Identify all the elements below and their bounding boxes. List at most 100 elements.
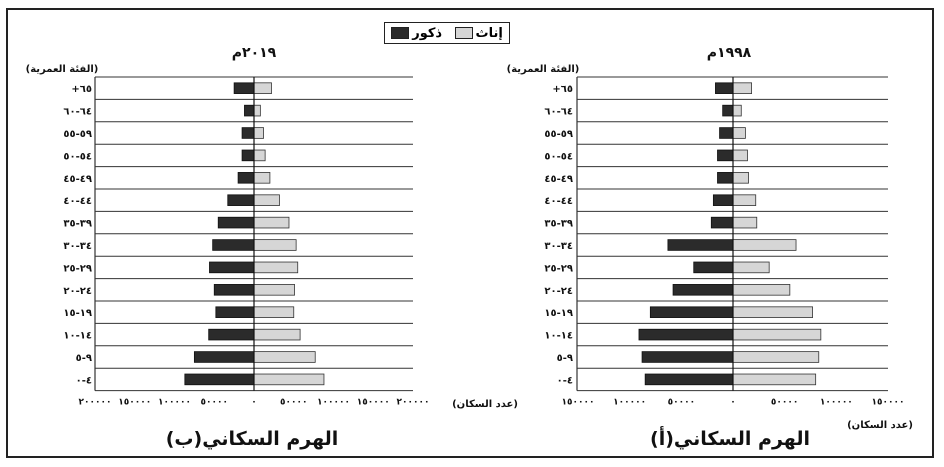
pyr2-tick-label: ٠ xyxy=(730,398,736,408)
pyr1-age-label: ٥٤-٥٠ xyxy=(63,151,92,162)
pyr1-tick-label: ١٥٠٠٠٠ xyxy=(118,398,151,408)
pyr1-age-label: ١٤-١٠ xyxy=(63,331,92,342)
pyr1-male-bar xyxy=(241,149,255,162)
pyr1-age-label: ٢٩-٢٥ xyxy=(63,263,92,274)
pyr2-female-bar xyxy=(732,194,757,206)
pyr2-male-bar xyxy=(722,104,734,117)
pyr2-title: ١٩٩٨م xyxy=(707,45,752,61)
pyr2-age-label: ٤٤-٤٠ xyxy=(544,196,573,207)
pyr1-tick-label: ١٠٠٠٠٠ xyxy=(158,398,191,408)
pyr2-male-bar xyxy=(719,127,734,139)
pyr1-age-label: ٤٩-٤٥ xyxy=(63,174,92,185)
pyr1-male-bar xyxy=(217,216,255,229)
pyr1-male-bar xyxy=(241,127,255,139)
pyr1-tick-label: ٢٠٠٠٠٠ xyxy=(397,398,430,408)
pyr2-tick-label: ١٥٠٠٠٠ xyxy=(872,398,905,408)
pyr1-tick-label: ١٠٠٠٠٠ xyxy=(317,398,350,408)
pyr1-female-bar xyxy=(253,82,272,94)
pyr2-value-axis-label: (عدد السكان) xyxy=(847,420,913,431)
legend-male-label: ذكور xyxy=(412,25,443,41)
pyr1-female-bar xyxy=(253,261,299,274)
pyr2-female-bar xyxy=(732,284,791,296)
pyr1-age-label: +٦٥ xyxy=(71,84,92,95)
pyr2-age-label: ١٤-١٠ xyxy=(544,331,573,342)
legend-female: إناث xyxy=(454,25,503,41)
pyr1-tick-label: ٢٠٠٠٠٠ xyxy=(79,398,112,408)
pyr2-tick-label: ١٠٠٠٠٠ xyxy=(613,398,646,408)
pyr2-female-bar xyxy=(732,104,742,117)
pyr1-female-bar xyxy=(253,306,295,318)
pyr2-age-label: +٦٥ xyxy=(552,84,573,95)
pyr1-female-bar xyxy=(253,216,290,229)
pyr1-age-label: ٢٤-٢٠ xyxy=(63,286,92,297)
pyr2-female-bar xyxy=(732,373,817,386)
pyr2-female-bar xyxy=(732,216,758,229)
pyr2-male-bar xyxy=(641,351,734,363)
pyr1-male-bar xyxy=(212,239,255,251)
pyr2-age-label: ٦٤-٦٠ xyxy=(544,107,573,118)
pyr2-tick-label: ٥٠٠٠٠ xyxy=(668,398,695,408)
pyr1-male-bar xyxy=(208,328,255,341)
pyr1-male-bar xyxy=(215,306,255,318)
pyr2-male-bar xyxy=(638,328,734,341)
legend-female-label: إناث xyxy=(475,25,503,41)
pyr1-age-label: ٣٩-٣٥ xyxy=(63,219,92,230)
pyr2-age-label: ٥٤-٥٠ xyxy=(544,151,573,162)
legend-female-swatch xyxy=(454,27,473,39)
pyr2-tick-label: ٥٠٠٠٠ xyxy=(771,398,798,408)
pyr2-female-bar xyxy=(732,172,749,184)
pyr1-tick-label: ٥٠٠٠٠ xyxy=(201,398,228,408)
legend-male: ذكور xyxy=(391,26,442,41)
pyr1-age-label: ٤٤-٤٠ xyxy=(63,196,92,207)
pyr2-female-bar xyxy=(732,306,813,318)
pyr2-tick-label: ١٥٠٠٠٠ xyxy=(562,398,595,408)
pyr2-male-bar xyxy=(644,373,734,386)
pyr2-female-bar xyxy=(732,239,797,251)
pyr1-age-axis-label: (الفئة العمرية) xyxy=(26,64,99,75)
pyr2-male-bar xyxy=(717,172,734,184)
pyr1-female-bar xyxy=(253,284,295,296)
pyr1-age-label: ١٩-١٥ xyxy=(63,308,92,319)
pyr2-female-bar xyxy=(732,328,822,341)
pyr2-age-label: ٣٩-٣٥ xyxy=(544,219,573,230)
pyr1-value-axis-label: (عدد السكان) xyxy=(452,399,518,410)
legend-male-swatch xyxy=(391,27,410,39)
pyr2-tick-label: ١٠٠٠٠٠ xyxy=(820,398,853,408)
pyr2-age-label: ٤-٠ xyxy=(557,375,573,386)
pyr2-age-label: ٢٤-٢٠ xyxy=(544,286,573,297)
pyr1-age-label: ٩-٥ xyxy=(76,353,92,364)
pyr1-female-bar xyxy=(253,149,266,162)
pyr1-male-bar xyxy=(233,82,255,94)
pyr2-age-label: ٩-٥ xyxy=(557,353,573,364)
pyr2-caption: الهرم السكاني(أ) xyxy=(650,426,810,450)
pyr2-male-bar xyxy=(672,284,734,296)
pyr1-female-bar xyxy=(253,351,316,363)
pyr1-male-bar xyxy=(244,104,255,117)
pyr2-age-axis-label: (الفئة العمرية) xyxy=(507,64,580,75)
pyr2-female-bar xyxy=(732,261,770,274)
pyr2-male-bar xyxy=(710,216,734,229)
pyr2-age-label: ٢٩-٢٥ xyxy=(544,263,573,274)
pyr2-female-bar xyxy=(732,82,753,94)
pyr2-age-label: ٣٤-٣٠ xyxy=(544,241,573,252)
pyr1-tick-label: ٥٠٠٠٠ xyxy=(280,398,307,408)
pyr1-female-bar xyxy=(253,104,261,117)
pyr2-male-bar xyxy=(693,261,734,274)
pyr2-female-bar xyxy=(732,351,820,363)
pyr1-age-label: ٤-٠ xyxy=(76,375,92,386)
pyr2-age-label: ٤٩-٤٥ xyxy=(544,174,573,185)
pyr1-male-bar xyxy=(227,194,255,206)
pyr2-male-bar xyxy=(715,82,734,94)
pyr2-age-label: ١٩-١٥ xyxy=(544,308,573,319)
pyr1-title: ٢٠١٩م xyxy=(232,45,277,61)
pyr1-male-bar xyxy=(184,373,255,386)
pyr1-female-bar xyxy=(253,239,297,251)
pyr2-male-bar xyxy=(649,306,734,318)
pyr1-age-label: ٣٤-٣٠ xyxy=(63,241,92,252)
pyr1-male-bar xyxy=(193,351,255,363)
pyr1-male-bar xyxy=(213,284,255,296)
pyr2-female-bar xyxy=(732,127,746,139)
pyr1-male-bar xyxy=(209,261,255,274)
pyr1-age-label: ٦٤-٦٠ xyxy=(63,107,92,118)
